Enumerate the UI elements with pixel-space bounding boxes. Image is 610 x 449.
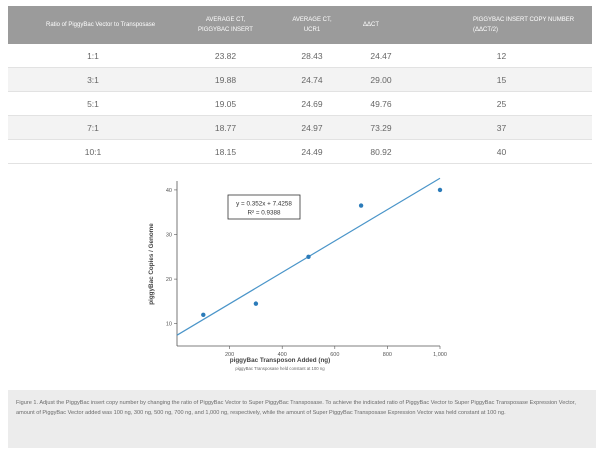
cell-copy-number: 15 bbox=[411, 67, 592, 92]
cell-piggybac-ct: 18.15 bbox=[178, 139, 273, 164]
ct-results-table: Ratio of PiggyBac Vector to Transposase … bbox=[8, 6, 592, 164]
x-axis-sublabel: piggyBac Transposase held constant at 10… bbox=[235, 366, 325, 371]
cell-ratio: 3:1 bbox=[8, 67, 178, 92]
fit-r-squared: R² = 0.9388 bbox=[247, 210, 281, 217]
data-point bbox=[437, 187, 443, 193]
header-ddct: ΔΔCT bbox=[351, 6, 411, 44]
x-tick-label: 200 bbox=[225, 352, 234, 358]
fit-equation: y = 0.352x + 7.4258 bbox=[236, 201, 292, 208]
cell-piggybac-ct: 18.77 bbox=[178, 115, 273, 140]
cell-ratio: 7:1 bbox=[8, 115, 178, 140]
cell-piggybac-ct: 19.05 bbox=[178, 91, 273, 116]
y-tick-label: 40 bbox=[166, 188, 172, 194]
cell-ucr1-ct: 24.97 bbox=[273, 115, 351, 140]
data-point bbox=[201, 312, 206, 317]
cell-copy-number: 12 bbox=[411, 44, 592, 68]
table-header-row: Ratio of PiggyBac Vector to Transposase … bbox=[8, 6, 592, 44]
cell-ddct: 73.29 bbox=[351, 115, 411, 140]
x-tick-label: 600 bbox=[330, 352, 339, 358]
data-point bbox=[253, 301, 259, 306]
table-row: 3:1 19.88 24.74 29.00 15 bbox=[8, 67, 592, 92]
cell-ucr1-ct: 24.49 bbox=[273, 139, 351, 164]
cell-ddct: 80.92 bbox=[351, 139, 411, 164]
cell-ucr1-ct: 28.43 bbox=[273, 44, 351, 68]
cell-piggybac-ct: 23.82 bbox=[178, 44, 273, 68]
cell-ucr1-ct: 24.74 bbox=[273, 67, 351, 92]
cell-piggybac-ct: 19.88 bbox=[178, 67, 273, 92]
equation-box: y = 0.352x + 7.4258 R² = 0.9388 bbox=[227, 194, 301, 220]
y-tick-label: 10 bbox=[166, 322, 172, 328]
table-row: 1:1 23.82 28.43 24.47 12 bbox=[8, 44, 592, 68]
table-row: 5:1 19.05 24.69 49.76 25 bbox=[8, 91, 592, 116]
data-point bbox=[358, 203, 364, 208]
x-tick-label: 800 bbox=[383, 352, 392, 358]
x-axis-label: piggyBac Transposon Added (ng) bbox=[230, 357, 331, 364]
data-point bbox=[306, 254, 311, 260]
header-ucr1-ct: AVERAGE CT, UCR1 bbox=[273, 6, 351, 44]
y-axis-label: piggyBac Copies / Genome bbox=[148, 223, 155, 305]
header-ratio: Ratio of PiggyBac Vector to Transposase bbox=[8, 6, 178, 44]
equation-box-frame bbox=[227, 194, 301, 220]
x-tick-label: 1,000 bbox=[433, 352, 447, 358]
cell-ratio: 1:1 bbox=[8, 44, 178, 68]
copy-number-scatter-chart: 10 20 30 40 200 400 600 800 1,000 y = 0.352x + 7… bbox=[148, 177, 447, 371]
y-tick-label: 30 bbox=[166, 233, 172, 239]
cell-ratio: 10:1 bbox=[8, 139, 178, 164]
cell-ddct: 29.00 bbox=[351, 67, 411, 92]
header-copy-number: PIGGYBAC INSERT COPY NUMBER (ΔΔCT/2) bbox=[411, 6, 592, 44]
figure-caption: Figure 1. Adjust the PiggyBac insert cop… bbox=[8, 390, 596, 448]
cell-copy-number: 25 bbox=[411, 91, 592, 116]
table-row: 7:1 18.77 24.97 73.29 37 bbox=[8, 115, 592, 140]
cell-ddct: 49.76 bbox=[351, 91, 411, 116]
table-row: 10:1 18.15 24.49 80.92 40 bbox=[8, 139, 592, 164]
cell-ddct: 24.47 bbox=[351, 44, 411, 68]
y-tick-label: 20 bbox=[166, 277, 172, 283]
cell-copy-number: 37 bbox=[411, 115, 592, 140]
cell-ucr1-ct: 24.69 bbox=[273, 91, 351, 116]
cell-copy-number: 40 bbox=[411, 139, 592, 164]
header-piggybac-ct: AVERAGE CT, PIGGYBAC INSERT bbox=[178, 6, 273, 44]
x-tick-label: 400 bbox=[278, 352, 287, 358]
cell-ratio: 5:1 bbox=[8, 91, 178, 116]
